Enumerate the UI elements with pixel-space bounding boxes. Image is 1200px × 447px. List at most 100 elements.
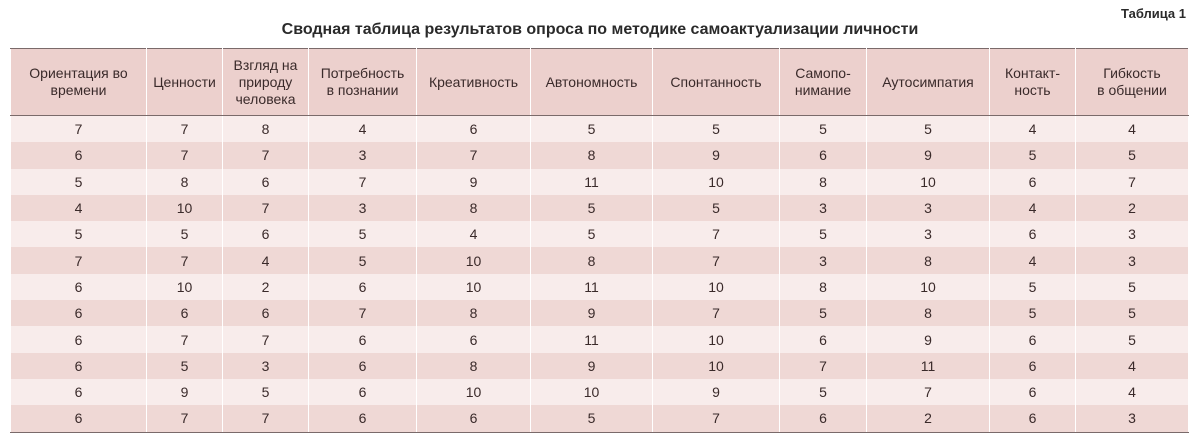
table-cell: 3	[866, 194, 990, 222]
table-cell: 3	[308, 142, 417, 169]
table-cell: 8	[530, 247, 653, 274]
table-cell: 6	[416, 326, 531, 353]
table-title: Сводная таблица результатов опроса по ме…	[281, 21, 919, 38]
table-cell: 6	[222, 300, 309, 327]
table-cell: 5	[652, 115, 780, 143]
table-cell: 5	[989, 300, 1076, 327]
table-cell: 7	[652, 300, 780, 327]
column-header: Самопо-нимание	[779, 48, 867, 116]
table-cell: 6	[989, 221, 1076, 248]
table-cell: 8	[779, 168, 867, 195]
table-cell: 6	[779, 142, 867, 169]
table-cell: 5	[10, 168, 147, 195]
table-row: 4 10 7 3 8 5 5 3 3 4 2	[10, 194, 1189, 222]
table-cell: 10	[416, 247, 531, 274]
table-cell: 3	[308, 194, 417, 222]
table-cell: 4	[1075, 378, 1189, 406]
table-cell: 6	[308, 405, 417, 433]
table-cell: 8	[866, 300, 990, 327]
table-cell: 6	[989, 352, 1076, 379]
table-cell: 5	[779, 300, 867, 327]
table-cell: 10	[416, 273, 531, 301]
table-cell: 3	[779, 194, 867, 222]
table-cell: 3	[222, 352, 309, 379]
table-row: 6 7 7 6 6 11 10 6 9 6 5	[10, 326, 1189, 353]
table-cell: 3	[1075, 221, 1189, 248]
table-cell: 8	[779, 273, 867, 301]
table-cell: 9	[652, 378, 780, 406]
table-cell: 4	[10, 194, 147, 222]
table-cell: 6	[989, 326, 1076, 353]
table-cell: 7	[10, 115, 147, 143]
table-cell: 7	[146, 115, 223, 143]
table-cell: 5	[308, 221, 417, 248]
table-cell: 8	[866, 247, 990, 274]
table-cell: 9	[652, 142, 780, 169]
table-cell: 7	[416, 142, 531, 169]
column-header: Взгляд на природу человека	[222, 48, 309, 116]
table-row: 5 8 6 7 9 11 10 8 10 6 7	[10, 168, 1189, 195]
table-cell: 4	[989, 115, 1076, 143]
table-cell: 2	[222, 273, 309, 301]
table-cell: 11	[530, 168, 653, 195]
table-cell: 5	[1075, 300, 1189, 327]
table-cell: 2	[1075, 194, 1189, 222]
table-cell: 4	[222, 247, 309, 274]
table-cell: 4	[1075, 115, 1189, 143]
table-cell: 4	[308, 115, 417, 143]
header-row: Ориентация во времени Ценности Взгляд на при…	[10, 48, 1189, 116]
table-cell: 10	[652, 273, 780, 301]
table-row: 7 7 4 5 10 8 7 3 8 4 3	[10, 247, 1189, 274]
table-cell: 7	[222, 326, 309, 353]
table-cell: 7	[222, 194, 309, 222]
table-row: 6 5 3 6 8 9 10 7 11 6 4	[10, 352, 1189, 379]
table-cell: 7	[308, 168, 417, 195]
table-cell: 3	[866, 221, 990, 248]
column-header: Креативность	[416, 48, 531, 116]
table-cell: 7	[308, 300, 417, 327]
table-cell: 6	[308, 352, 417, 379]
table-cell: 8	[530, 142, 653, 169]
table-cell: 6	[146, 300, 223, 327]
table-cell: 5	[779, 378, 867, 406]
table-cell: 6	[10, 326, 147, 353]
table-cell: 9	[866, 142, 990, 169]
table-cell: 5	[146, 352, 223, 379]
table-cell: 10	[146, 273, 223, 301]
table-cell: 7	[652, 247, 780, 274]
table-cell: 9	[146, 378, 223, 406]
table-cell: 5	[866, 115, 990, 143]
table-cell: 3	[1075, 405, 1189, 433]
table-cell: 11	[530, 326, 653, 353]
table-cell: 6	[10, 300, 147, 327]
table-cell: 7	[146, 405, 223, 433]
table-cell: 5	[10, 221, 147, 248]
table-cell: 2	[866, 405, 990, 433]
table-cell: 11	[530, 273, 653, 301]
table-cell: 5	[1075, 273, 1189, 301]
table-cell: 8	[416, 352, 531, 379]
column-header: Автономность	[530, 48, 653, 116]
table-cell: 5	[779, 221, 867, 248]
column-header: Спонтанность	[652, 48, 780, 116]
table-cell: 7	[10, 247, 147, 274]
table-cell: 5	[989, 273, 1076, 301]
table-cell: 7	[146, 326, 223, 353]
table-cell: 7	[652, 405, 780, 433]
table-cell: 6	[10, 378, 147, 406]
table-cell: 4	[989, 247, 1076, 274]
table-cell: 6	[989, 168, 1076, 195]
table-cell: 8	[416, 300, 531, 327]
table-number-label: Таблица 1	[1120, 6, 1186, 21]
table-cell: 5	[652, 194, 780, 222]
table-cell: 5	[530, 221, 653, 248]
table-cell: 11	[866, 352, 990, 379]
table-cell: 6	[308, 273, 417, 301]
table-cell: 6	[308, 326, 417, 353]
table-cell: 7	[222, 142, 309, 169]
column-header: Ориентация во времени	[10, 48, 147, 116]
